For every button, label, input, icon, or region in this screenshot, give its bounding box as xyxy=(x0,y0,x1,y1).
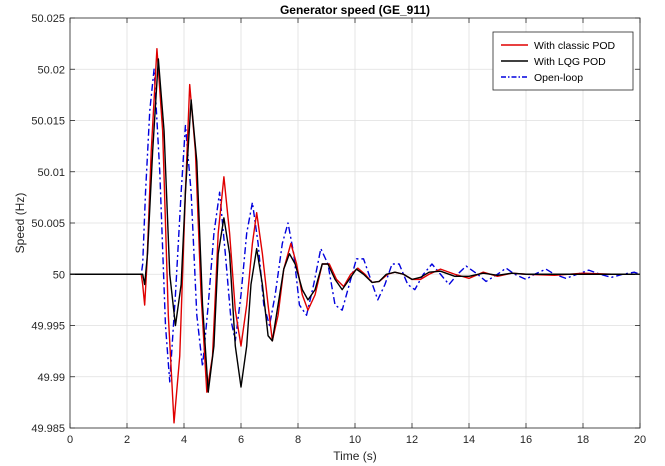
legend-label-0: With classic POD xyxy=(534,40,616,52)
series-layer xyxy=(70,48,641,424)
x-tick-label: 14 xyxy=(463,434,475,446)
x-tick-label: 16 xyxy=(520,434,532,446)
legend: With classic POD With LQG POD Open-loop xyxy=(492,31,634,91)
y-tick-label: 49.985 xyxy=(31,423,65,435)
x-tick-label: 4 xyxy=(181,434,187,446)
x-tick-label: 0 xyxy=(67,434,73,446)
y-tick-label: 49.995 xyxy=(31,321,65,333)
y-tick-label: 50.01 xyxy=(37,167,65,179)
x-axis-title: Time (s) xyxy=(333,449,377,463)
x-tick-label: 8 xyxy=(295,434,301,446)
x-tick-label: 2 xyxy=(124,434,130,446)
y-tick-label: 49.99 xyxy=(37,372,65,384)
x-tick-label: 6 xyxy=(238,434,244,446)
legend-label-2: Open-loop xyxy=(534,72,583,84)
y-tick-labels: 49.985 49.99 49.995 50 50.005 50.01 50.015 50.0… xyxy=(31,13,65,435)
y-axis-title: Speed (Hz) xyxy=(13,193,27,254)
x-tick-label: 20 xyxy=(634,434,646,446)
series-line-1 xyxy=(70,58,640,393)
y-tick-label: 50.025 xyxy=(31,13,65,25)
x-tick-labels: 0 2 4 6 8 10 12 14 16 18 20 xyxy=(67,434,646,446)
x-tick-label: 12 xyxy=(406,434,418,446)
y-tick-label: 50.005 xyxy=(31,218,65,230)
axis-ticks xyxy=(69,17,641,429)
y-tick-label: 50 xyxy=(53,269,65,281)
x-tick-label: 10 xyxy=(349,434,361,446)
legend-label-1: With LQG POD xyxy=(534,56,606,68)
x-tick-label: 18 xyxy=(577,434,589,446)
series-line-0 xyxy=(70,48,640,424)
chart-title: Generator speed (GE_911) xyxy=(280,3,430,17)
y-tick-label: 50.015 xyxy=(31,116,65,128)
y-tick-label: 50.02 xyxy=(37,64,65,76)
